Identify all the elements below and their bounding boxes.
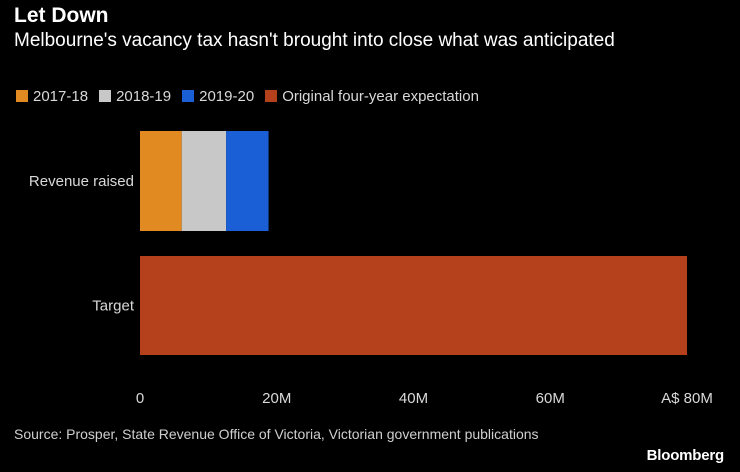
legend-label-2018-19: 2018-19	[116, 87, 172, 105]
source-note: Source: Prosper, State Revenue Office of…	[14, 426, 539, 442]
bar-revenue-raised-2019-20	[226, 131, 269, 231]
legend-item-2018-19: 2018-19	[99, 88, 171, 105]
x-tick-label-40m: 40M	[399, 390, 428, 407]
legend-item-2017-18: 2017-18	[16, 88, 88, 105]
x-tick-label-60m: 60M	[536, 390, 565, 407]
chart-subtitle: Melbourne's vacancy tax hasn't brought i…	[14, 30, 615, 51]
bar-revenue-raised-2017-18	[140, 131, 182, 231]
legend-label-2019-20: 2019-20	[199, 87, 255, 105]
legend-swatch-original-expectation	[265, 90, 278, 102]
legend-swatch-2018-19	[99, 90, 112, 102]
category-label-revenue-raised: Revenue raised	[29, 173, 134, 190]
bloomberg-logo: Bloomberg	[646, 447, 725, 464]
legend: 2017-18 2018-19 2019-20 Original four-ye…	[16, 87, 490, 105]
bar-target-original-four-year-expectation	[140, 256, 687, 355]
x-tick-label-0: 0	[136, 390, 144, 407]
bar-revenue-raised-2018-19	[181, 131, 227, 231]
x-tick-label-a-80m: A$ 80M	[661, 390, 713, 407]
category-label-target: Target	[92, 298, 135, 315]
legend-item-original-expectation: Original four-year expectation	[265, 88, 479, 105]
x-tick-label-20m: 20M	[262, 390, 291, 407]
legend-swatch-2019-20	[182, 90, 195, 102]
legend-label-original-expectation: Original four-year expectation	[282, 87, 479, 105]
legend-item-2019-20: 2019-20	[182, 88, 254, 105]
legend-label-2017-18: 2017-18	[33, 87, 89, 105]
chart-title: Let Down	[14, 4, 109, 27]
legend-swatch-2017-18	[16, 90, 28, 102]
